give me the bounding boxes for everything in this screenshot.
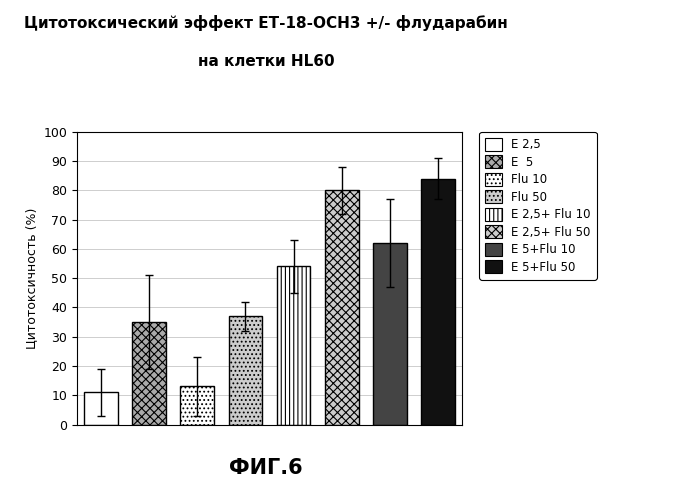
Y-axis label: Цитотоксичность (%): Цитотоксичность (%) [25,207,38,349]
Bar [84,392,118,425]
Bar [421,179,455,425]
Text: на клетки HL60: на клетки HL60 [197,54,335,69]
Text: Цитотоксический эффект ЕТ-18-ОСН3 +/- флударабин: Цитотоксический эффект ЕТ-18-ОСН3 +/- фл… [24,15,508,31]
Bar [325,190,358,425]
Text: ФИГ.6: ФИГ.6 [229,458,303,478]
Bar [276,266,310,425]
Bar [373,243,407,425]
Legend: E 2,5, E  5, Flu 10, Flu 50, E 2,5+ Flu 10, E 2,5+ Flu 50, E 5+Flu 10, E 5+Flu 5: E 2,5, E 5, Flu 10, Flu 50, E 2,5+ Flu 1… [480,132,596,280]
Bar [132,322,166,425]
Bar [229,316,262,425]
Bar [181,386,214,425]
